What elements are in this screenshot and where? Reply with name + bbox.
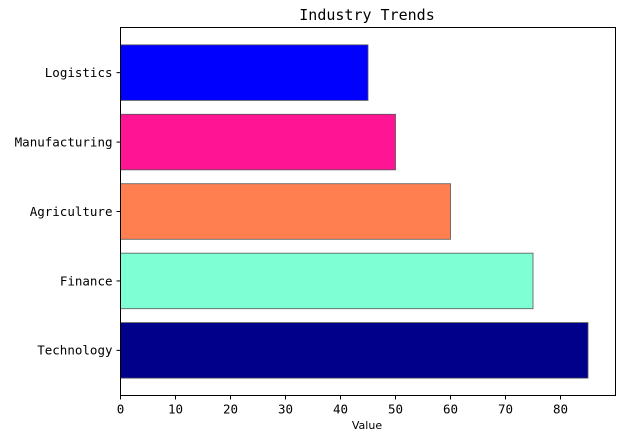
x-tick-label: 10 [168, 402, 183, 417]
y-tick-label: Logistics [45, 65, 113, 80]
y-axis: Technology Finance Agriculture Manufacturin… [15, 65, 121, 358]
x-tick-label: 20 [223, 402, 238, 417]
y-tick-label: Finance [60, 273, 113, 288]
bars-layer [120, 44, 589, 379]
bar-logistics [120, 44, 369, 101]
x-tick-label: 50 [388, 402, 403, 417]
x-tick-label: 40 [333, 402, 348, 417]
x-tick-label: 70 [498, 402, 513, 417]
x-tick-label: 60 [443, 402, 458, 417]
bar-agriculture [120, 183, 451, 240]
y-tick-label: Manufacturing [15, 134, 113, 149]
chart-title: Industry Trends [299, 6, 434, 24]
x-axis: 0 10 20 30 40 50 60 70 80 [117, 395, 568, 417]
bar-finance [120, 252, 534, 310]
x-tick-label: 0 [117, 402, 125, 417]
x-tick-label: 30 [278, 402, 293, 417]
y-tick-label: Agriculture [30, 204, 113, 219]
y-tick-label: Technology [37, 343, 113, 358]
bar-manufacturing [120, 113, 396, 171]
x-axis-label: Value [352, 419, 382, 432]
bar-technology [120, 322, 589, 379]
x-tick-label: 80 [553, 402, 568, 417]
